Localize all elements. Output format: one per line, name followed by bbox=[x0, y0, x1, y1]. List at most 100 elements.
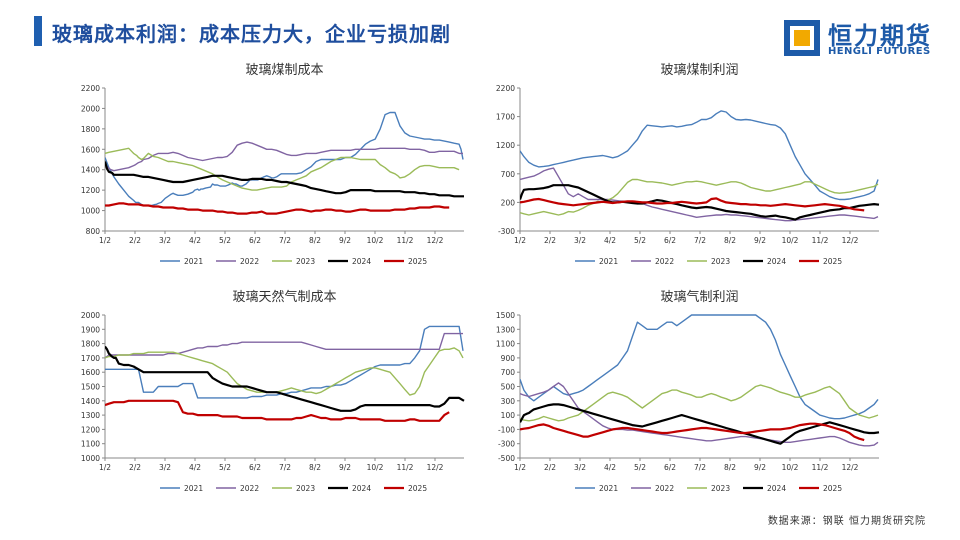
y-tick-label: 1400 bbox=[81, 166, 100, 175]
series-line-2022 bbox=[105, 141, 463, 172]
legend-label-2022: 2022 bbox=[240, 257, 259, 266]
chart-gas-profit-svg: 玻璃气制利润 -500 -300 -100 100 300 500 700 900 1100 130… bbox=[496, 289, 880, 493]
series-group bbox=[520, 314, 880, 447]
legend-label-2023: 2023 bbox=[296, 257, 315, 266]
y-tick-label: 2000 bbox=[81, 311, 100, 320]
legend-label-2022: 2022 bbox=[655, 257, 674, 266]
y-tick-label: 1100 bbox=[81, 440, 100, 449]
y-tick-label: 700 bbox=[501, 368, 516, 377]
y-tick-label: 700 bbox=[501, 170, 516, 179]
y-tick-label: 2000 bbox=[81, 104, 100, 113]
legend-label-2024: 2024 bbox=[352, 257, 371, 266]
series-line-2025 bbox=[520, 197, 865, 212]
legend-label-2025: 2025 bbox=[408, 257, 427, 266]
chart-gas-cost-svg: 玻璃天然气制成本 1000 1100 1200 1300 1400 1500 1600 1700… bbox=[81, 289, 465, 493]
y-tick-label: 1400 bbox=[81, 397, 100, 406]
y-tick-label: 1700 bbox=[81, 354, 100, 363]
y-tick-label: 1700 bbox=[496, 113, 515, 122]
x-tick-label: 7/2 bbox=[694, 236, 706, 245]
x-tick-label: 11/2 bbox=[812, 463, 829, 472]
y-tick-label: 500 bbox=[501, 383, 516, 392]
chart-title: 玻璃天然气制成本 bbox=[232, 289, 336, 305]
legend-label-2024: 2024 bbox=[767, 484, 786, 493]
x-tick-label: 11/2 bbox=[397, 236, 414, 245]
x-tick-label: 8/2 bbox=[724, 236, 736, 245]
x-tick-label: 7/2 bbox=[279, 236, 291, 245]
x-tick-label: 10/2 bbox=[782, 463, 799, 472]
legend-label-2023: 2023 bbox=[296, 484, 315, 493]
x-tick-label: 11/2 bbox=[397, 463, 414, 472]
y-tick-label: 2200 bbox=[81, 84, 100, 93]
legend-label-2023: 2023 bbox=[711, 484, 730, 493]
x-tick-label: 9/2 bbox=[339, 463, 351, 472]
x-tick-label: 10/2 bbox=[367, 463, 384, 472]
y-tick-label: -100 bbox=[498, 425, 515, 434]
x-tick-label: 5/2 bbox=[634, 463, 646, 472]
y-tick-label: 1100 bbox=[496, 340, 515, 349]
series-line-2022 bbox=[520, 382, 879, 447]
y-tick-label: -500 bbox=[498, 454, 515, 463]
title-accent-bar bbox=[34, 16, 42, 46]
x-tick-label: 8/2 bbox=[309, 236, 321, 245]
y-tick-label: 1000 bbox=[81, 454, 100, 463]
series-group bbox=[520, 110, 880, 222]
x-tick-label: 4/2 bbox=[604, 236, 616, 245]
series-line-2024 bbox=[105, 345, 465, 412]
x-tick-label: 3/2 bbox=[159, 463, 171, 472]
series-line-2024 bbox=[520, 403, 880, 445]
y-tick-label: 1200 bbox=[81, 186, 100, 195]
y-tick-label: -300 bbox=[498, 440, 515, 449]
legend-label-2021: 2021 bbox=[184, 484, 203, 493]
x-tick-label: 12/2 bbox=[842, 236, 859, 245]
series-line-2021 bbox=[105, 325, 464, 399]
series-line-2023 bbox=[520, 384, 879, 422]
y-tick-label: 1300 bbox=[496, 325, 515, 334]
x-tick-label: 12/2 bbox=[427, 236, 444, 245]
x-tick-label: 1/2 bbox=[99, 463, 111, 472]
y-tick-label: 1600 bbox=[81, 368, 100, 377]
series-line-2025 bbox=[520, 422, 865, 442]
chart-title: 玻璃煤制利润 bbox=[660, 63, 738, 78]
x-tick-label: 5/2 bbox=[219, 463, 231, 472]
legend-label-2024: 2024 bbox=[767, 257, 786, 266]
x-tick-label: 9/2 bbox=[754, 463, 766, 472]
x-tick-label: 3/2 bbox=[159, 236, 171, 245]
x-tick-label: 2/2 bbox=[544, 463, 556, 472]
y-tick-label: 1600 bbox=[81, 145, 100, 154]
x-tick-label: 9/2 bbox=[339, 236, 351, 245]
y-tick-label: 900 bbox=[501, 354, 516, 363]
x-tick-label: 1/2 bbox=[99, 236, 111, 245]
legend-label-2021: 2021 bbox=[599, 257, 618, 266]
chart-coal-profit-svg: 玻璃煤制利润 -300 200 700 1200 1700 2200 1/2 2/2 3/2 4/2… bbox=[496, 63, 880, 266]
brand-logo: 恒力期货 HENGLI FUTURES bbox=[784, 14, 944, 62]
series-line-2022 bbox=[105, 332, 463, 359]
x-tick-label: 4/2 bbox=[189, 463, 201, 472]
x-tick-label: 5/2 bbox=[634, 236, 646, 245]
x-tick-label: 10/2 bbox=[367, 236, 384, 245]
legend-label-2025: 2025 bbox=[823, 257, 842, 266]
chart-title: 玻璃气制利润 bbox=[660, 289, 738, 305]
x-tick-label: 3/2 bbox=[574, 463, 586, 472]
logo-text-cn: 恒力期货 bbox=[828, 22, 932, 50]
y-tick-label: 1500 bbox=[496, 311, 515, 320]
y-tick-label: 2200 bbox=[496, 84, 515, 93]
logo-text-en: HENGLI FUTURES bbox=[828, 46, 931, 57]
chart-coal-profit: 玻璃煤制利润 -300 200 700 1200 1700 2200 1/2 2/2 3/2 4/2… bbox=[475, 58, 895, 278]
x-tick-label: 1/2 bbox=[514, 236, 526, 245]
series-line-2021 bbox=[520, 110, 879, 201]
x-tick-label: 6/2 bbox=[249, 463, 261, 472]
x-tick-label: 12/2 bbox=[427, 463, 444, 472]
y-tick-label: 1200 bbox=[496, 141, 515, 150]
legend-label-2022: 2022 bbox=[655, 484, 674, 493]
x-tick-label: 7/2 bbox=[694, 463, 706, 472]
legend-label-2023: 2023 bbox=[711, 257, 730, 266]
y-tick-label: 1500 bbox=[81, 383, 100, 392]
y-tick-label: -300 bbox=[498, 227, 515, 236]
series-line-2022 bbox=[520, 167, 879, 222]
y-tick-label: 1900 bbox=[81, 325, 100, 334]
y-tick-label: 1800 bbox=[81, 125, 100, 134]
x-tick-label: 5/2 bbox=[219, 236, 231, 245]
x-tick-label: 8/2 bbox=[724, 463, 736, 472]
y-tick-label: 100 bbox=[501, 411, 516, 420]
legend-label-2024: 2024 bbox=[352, 484, 371, 493]
